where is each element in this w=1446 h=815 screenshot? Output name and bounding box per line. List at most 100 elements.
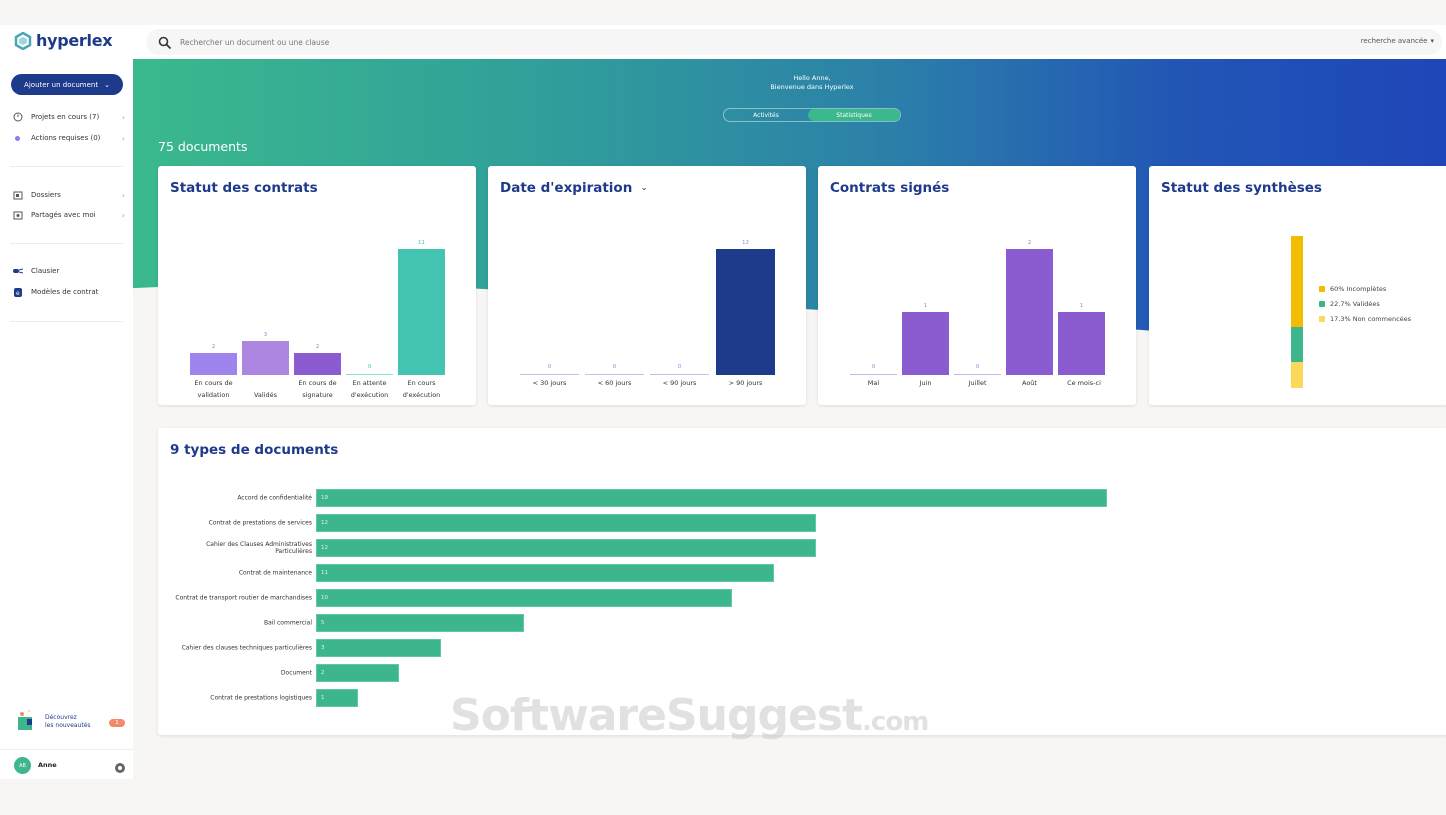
- bar-label: En attente d'exécution: [350, 379, 389, 399]
- sidebar-item-label: Partagés avec moi: [31, 211, 96, 219]
- news-link[interactable]: Découvrez les nouveautés 1: [14, 707, 129, 737]
- legend-label: 60% Incomplètes: [1330, 284, 1387, 293]
- settings-gear-icon[interactable]: [114, 759, 126, 773]
- bar-value: 0: [677, 364, 682, 370]
- sidebar-item-label: Modèles de contrat: [31, 288, 99, 296]
- hbar[interactable]: 3: [316, 639, 441, 657]
- sidebar-item-projets[interactable]: Projets en cours (7) ›: [12, 110, 127, 124]
- divider: [10, 243, 123, 244]
- legend-label: 17.3% Non commencées: [1330, 314, 1412, 323]
- hbar-label: Bail commercial: [263, 619, 312, 627]
- bar-label: En cours d'exécution: [402, 379, 441, 399]
- divider: [10, 321, 123, 322]
- bar-label: Validés: [253, 391, 278, 399]
- tab-activites[interactable]: Activités: [753, 111, 779, 119]
- avatar[interactable]: AB: [14, 757, 31, 774]
- document-count: 75 documents: [158, 139, 248, 154]
- hbar-label: Contrat de prestations logistiques: [210, 694, 312, 702]
- bar-label: Mai: [867, 379, 880, 387]
- bar-label: En cours de validation: [194, 379, 233, 399]
- folder-icon: [12, 190, 23, 201]
- bar[interactable]: 2: [1006, 240, 1053, 375]
- card-title-text: Statut des contrats: [170, 180, 318, 196]
- logo-text: hyperlex: [36, 31, 113, 50]
- bar[interactable]: 2: [190, 344, 237, 375]
- segment-non-commencees: [1291, 362, 1303, 388]
- bar[interactable]: 12: [716, 240, 775, 375]
- bar-chart: 0 1 0 2 1 Mai Juin Juillet Août Ce mois-…: [818, 226, 1136, 405]
- hbar-label: Contrat de prestations de services: [208, 519, 312, 527]
- clock-icon: [12, 112, 23, 123]
- sidebar-item-clausier[interactable]: Clausier: [12, 264, 127, 278]
- bar[interactable]: 2: [294, 344, 341, 375]
- bar[interactable]: 0: [585, 364, 644, 375]
- card-title-dropdown[interactable]: Date d'expiration ⌄: [500, 180, 648, 196]
- greeting-line-1: Hello Anne,: [793, 74, 831, 82]
- bar-label: > 90 jours: [728, 379, 763, 387]
- hbar[interactable]: 11: [316, 564, 774, 582]
- tab-statistiques[interactable]: Statistiques: [808, 109, 900, 121]
- bar-value: 2: [1027, 240, 1032, 246]
- greeting-line-2: Bienvenue dans Hyperlex: [770, 83, 854, 91]
- bar-label: Juillet: [968, 379, 987, 387]
- hbar-label: Contrat de transport routier de marchand…: [175, 594, 312, 602]
- bar-value: 0: [612, 364, 617, 370]
- legend-item: 17.3% Non commencées: [1319, 311, 1411, 326]
- card-types-documents: 9 types de documents Accord de confident…: [158, 428, 1446, 735]
- hbar[interactable]: 19: [316, 489, 1107, 507]
- bar[interactable]: 0: [520, 364, 579, 375]
- bar[interactable]: 0: [850, 364, 897, 375]
- bar-value: 2: [211, 344, 216, 350]
- bar-value: 12: [742, 240, 749, 246]
- add-document-label: Ajouter un document: [24, 80, 99, 89]
- bar[interactable]: 1: [1058, 303, 1105, 375]
- bar-chart: 2 3 2 0 11 En cours de validation Validé…: [158, 226, 476, 405]
- hbar-label: Accord de confidentialité: [237, 494, 312, 502]
- divider: [10, 166, 123, 167]
- sidebar: Ajouter un document ⌄ Projets en cours (…: [0, 59, 133, 779]
- chevron-right-icon: ›: [121, 210, 125, 220]
- hbar[interactable]: 12: [316, 514, 816, 532]
- bar[interactable]: 3: [242, 332, 289, 375]
- sidebar-item-partages[interactable]: Partagés avec moi ›: [12, 208, 127, 222]
- hbar-row: Contrat de transport routier de marchand…: [158, 589, 1446, 607]
- chevron-down-icon: ⌄: [640, 183, 648, 193]
- card-date-expiration: Date d'expiration ⌄ 0 0 0 12 < 30 jours …: [488, 166, 806, 405]
- bar[interactable]: 1: [902, 303, 949, 375]
- sidebar-item-actions[interactable]: Actions requises (0) ›: [12, 131, 127, 145]
- card-contrats-signes: Contrats signés 0 1 0 2 1 Mai Juin Juill…: [818, 166, 1136, 405]
- logo[interactable]: hyperlex: [14, 31, 113, 50]
- sidebar-item-label: Projets en cours (7): [31, 113, 100, 121]
- hbar[interactable]: 5: [316, 614, 524, 632]
- sidebar-item-dossiers[interactable]: Dossiers ›: [12, 188, 127, 202]
- bar-label: Ce mois-ci: [1067, 379, 1101, 387]
- hbar[interactable]: 10: [316, 589, 732, 607]
- bar[interactable]: 0: [650, 364, 709, 375]
- dot-icon: [12, 133, 23, 144]
- bar[interactable]: 11: [398, 240, 445, 375]
- hbar-value: 12: [321, 520, 328, 526]
- hbar-row: Contrat de prestations logistiques 1: [158, 689, 1446, 707]
- hbar[interactable]: 1: [316, 689, 358, 707]
- hbar-value: 12: [321, 545, 328, 551]
- sidebar-item-modeles[interactable]: e Modèles de contrat: [12, 285, 127, 299]
- add-document-button[interactable]: Ajouter un document ⌄: [11, 74, 123, 95]
- stacked-bar[interactable]: [1291, 236, 1303, 388]
- view-toggle: Activités Statistiques: [723, 108, 901, 122]
- sidebar-item-label: Actions requises (0): [31, 134, 101, 142]
- search-input[interactable]: [180, 29, 1080, 55]
- hbar-label: Cahier des clauses techniques particuliè…: [181, 644, 312, 652]
- bar-value: 0: [547, 364, 552, 370]
- bar-value: 11: [418, 240, 425, 246]
- bar-value: 0: [871, 364, 876, 370]
- hbar[interactable]: 12: [316, 539, 816, 557]
- greeting: Hello Anne, Bienvenue dans Hyperlex: [700, 74, 924, 92]
- advanced-search-dropdown[interactable]: recherche avancée ▾: [1361, 37, 1434, 45]
- hbar-label: Contrat de maintenance: [238, 569, 312, 577]
- hbar[interactable]: 2: [316, 664, 399, 682]
- search-bar[interactable]: recherche avancée ▾: [146, 29, 1442, 55]
- bar[interactable]: 0: [954, 364, 1001, 375]
- card-title-text: Date d'expiration: [500, 180, 633, 196]
- bar[interactable]: 0: [346, 364, 393, 375]
- svg-text:e: e: [16, 290, 20, 297]
